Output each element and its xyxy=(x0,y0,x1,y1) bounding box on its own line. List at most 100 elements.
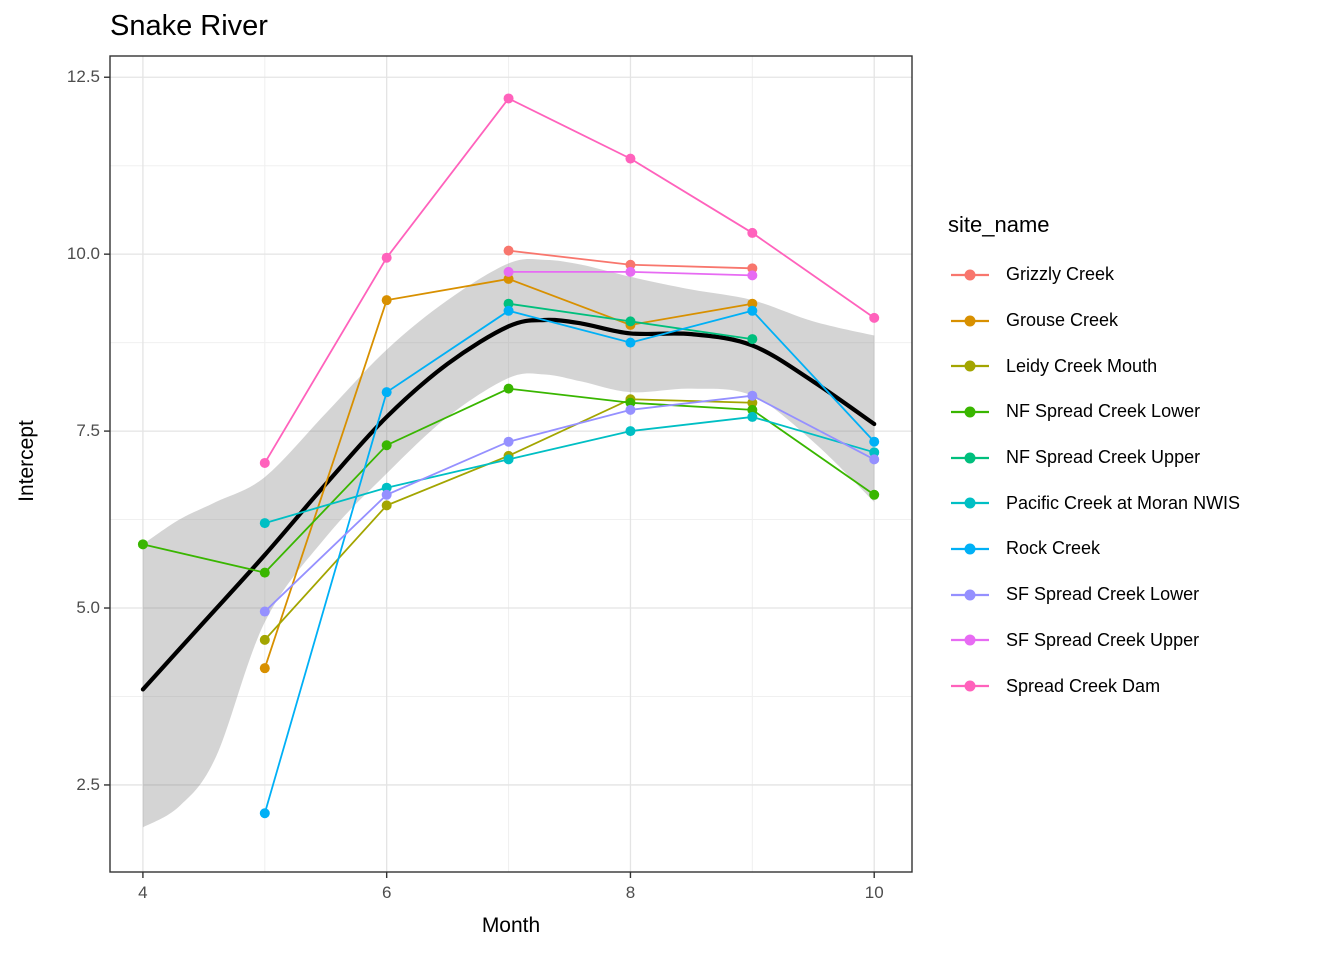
data-point-nf-spread-creek-lower xyxy=(869,489,880,500)
data-point-grouse-creek xyxy=(259,663,270,674)
data-point-nf-spread-creek-lower xyxy=(503,383,514,394)
series-line-rock-creek xyxy=(263,309,875,814)
legend-item-pacific-creek-at-moran-nwis: Pacific Creek at Moran NWIS xyxy=(948,480,1338,526)
data-point-nf-spread-creek-lower xyxy=(259,567,270,578)
data-point-leidy-creek-mouth xyxy=(747,397,758,408)
legend-key-icon xyxy=(951,497,989,509)
data-point-sf-spread-creek-lower xyxy=(869,454,880,465)
legend-item-label: Pacific Creek at Moran NWIS xyxy=(1006,492,1241,513)
data-point-pacific-creek-at-moran-nwis xyxy=(869,447,880,458)
legend-key-icon xyxy=(951,315,989,327)
smooth-line-loess-fit xyxy=(140,317,877,692)
data-point-rock-creek xyxy=(869,436,880,447)
data-point-nf-spread-creek-lower xyxy=(747,404,758,415)
legend-key-icon xyxy=(951,269,989,281)
data-point-grouse-creek xyxy=(381,295,392,306)
y-tick-label: 10.0 xyxy=(66,244,100,264)
legend-key-icon xyxy=(951,589,989,601)
y-tick-label: 5.0 xyxy=(76,598,100,618)
data-point-rock-creek xyxy=(625,337,636,348)
data-point-leidy-creek-mouth xyxy=(381,500,392,511)
data-point-rock-creek xyxy=(503,305,514,316)
data-point-leidy-creek-mouth xyxy=(259,634,270,645)
series-line-pacific-creek-at-moran-nwis xyxy=(264,416,875,524)
legend-item-grouse-creek: Grouse Creek xyxy=(948,298,1338,344)
data-point-pacific-creek-at-moran-nwis xyxy=(381,482,392,493)
y-tick-label: 2.5 xyxy=(76,774,100,794)
plot-title: Snake River xyxy=(110,10,268,42)
data-point-sf-spread-creek-upper xyxy=(503,266,514,277)
data-point-nf-spread-creek-lower xyxy=(625,397,636,408)
legend-item-label: NF Spread Creek Lower xyxy=(1006,401,1201,422)
legend-item-sf-spread-creek-lower: SF Spread Creek Lower xyxy=(948,572,1338,618)
data-point-sf-spread-creek-lower xyxy=(259,606,270,617)
legend-item-label: Grizzly Creek xyxy=(1006,264,1115,285)
data-point-spread-creek-dam xyxy=(259,457,270,468)
legend-key-icon xyxy=(951,452,989,464)
legend-item-grizzly-creek: Grizzly Creek xyxy=(948,252,1338,298)
series-line-sf-spread-creek-lower xyxy=(264,394,875,613)
data-point-sf-spread-creek-lower xyxy=(747,390,758,401)
legend-key-icon xyxy=(951,634,989,646)
legend-item-nf-spread-creek-lower: NF Spread Creek Lower xyxy=(948,389,1338,435)
data-point-spread-creek-dam xyxy=(381,252,392,263)
legend-item-label: SF Spread Creek Upper xyxy=(1006,629,1200,650)
data-point-nf-spread-creek-upper xyxy=(747,334,758,345)
legend-item-label: Spread Creek Dam xyxy=(1006,675,1161,696)
legend-item-spread-creek-dam: Spread Creek Dam xyxy=(948,663,1338,709)
data-point-grizzly-creek xyxy=(503,245,514,256)
legend-title: site_name xyxy=(948,212,1050,237)
y-tick-label: 12.5 xyxy=(66,67,100,87)
data-point-grouse-creek xyxy=(747,298,758,309)
x-tick-label: 10 xyxy=(864,883,884,902)
legend-item-leidy-creek-mouth: Leidy Creek Mouth xyxy=(948,343,1338,389)
legend-item-label: Grouse Creek xyxy=(1006,310,1119,331)
legend-item-label: Rock Creek xyxy=(1006,538,1101,559)
data-point-rock-creek xyxy=(259,808,270,819)
panel-border xyxy=(109,55,913,873)
data-point-rock-creek xyxy=(381,387,392,398)
legend-item-label: Leidy Creek Mouth xyxy=(1006,355,1158,376)
data-point-sf-spread-creek-lower xyxy=(503,436,514,447)
data-point-spread-creek-dam xyxy=(747,227,758,238)
legend-rows: Grizzly Creek Grouse Creek Leidy Creek Mou… xyxy=(948,252,1338,709)
legend-key-icon xyxy=(951,360,989,372)
series-line-spread-creek-dam xyxy=(264,97,875,464)
x-tick-label: 4 xyxy=(138,883,148,902)
x-tick-label: 6 xyxy=(381,883,392,902)
legend-key-icon xyxy=(951,543,989,555)
data-point-spread-creek-dam xyxy=(869,312,880,323)
data-point-pacific-creek-at-moran-nwis xyxy=(747,411,758,422)
data-point-grouse-creek xyxy=(503,273,514,284)
data-point-sf-spread-creek-upper xyxy=(625,266,636,277)
data-point-grizzly-creek xyxy=(747,263,758,274)
data-point-pacific-creek-at-moran-nwis xyxy=(259,518,270,529)
data-point-spread-creek-dam xyxy=(503,93,514,104)
legend-key-icon xyxy=(951,680,989,692)
legend-key-icon xyxy=(951,406,989,418)
data-point-rock-creek xyxy=(747,305,758,316)
x-tick-label: 8 xyxy=(625,883,636,902)
legend-item-label: NF Spread Creek Upper xyxy=(1006,447,1201,468)
y-tick-label: 7.5 xyxy=(76,421,100,441)
legend: site_name Grizzly Creek Grouse Creek Leidy… xyxy=(948,212,1338,709)
data-point-grizzly-creek xyxy=(625,259,636,270)
legend-item-label: SF Spread Creek Lower xyxy=(1006,584,1200,605)
data-point-nf-spread-creek-lower xyxy=(381,440,392,451)
confidence-band xyxy=(142,258,875,828)
x-axis-title: Month xyxy=(481,914,541,937)
data-point-sf-spread-creek-upper xyxy=(747,270,758,281)
legend-item-rock-creek: Rock Creek xyxy=(948,526,1338,572)
data-point-sf-spread-creek-lower xyxy=(625,404,636,415)
y-axis-title: Intercept xyxy=(15,420,38,502)
data-point-nf-spread-creek-lower xyxy=(137,539,148,550)
legend-item-sf-spread-creek-upper: SF Spread Creek Upper xyxy=(948,618,1338,664)
data-point-spread-creek-dam xyxy=(625,153,636,164)
data-point-sf-spread-creek-lower xyxy=(381,489,392,500)
data-point-nf-spread-creek-upper xyxy=(503,298,514,309)
legend-item-nf-spread-creek-upper: NF Spread Creek Upper xyxy=(948,435,1338,481)
data-point-nf-spread-creek-upper xyxy=(625,316,636,327)
data-point-pacific-creek-at-moran-nwis xyxy=(625,426,636,437)
